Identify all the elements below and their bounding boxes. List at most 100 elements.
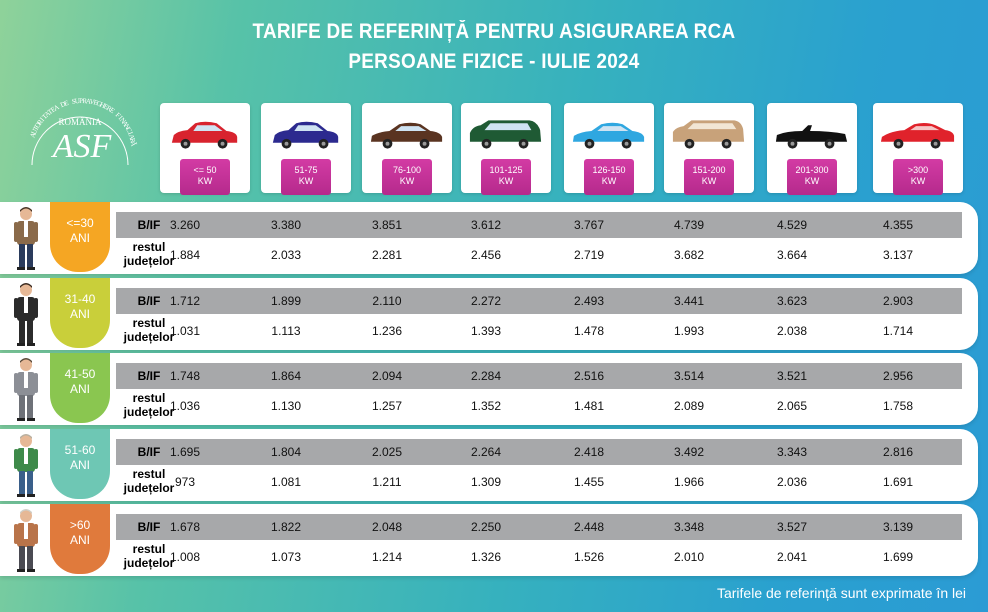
person-icon bbox=[2, 355, 50, 423]
tariff-value-rest: 1.214 bbox=[371, 550, 403, 564]
tariff-value-bif: 2.110 bbox=[372, 294, 402, 308]
tariff-value-rest: 1.352 bbox=[470, 399, 502, 413]
row-label-rest: restul județelor bbox=[123, 316, 175, 344]
svg-text:E: E bbox=[102, 102, 109, 111]
tariff-value-rest: 1.526 bbox=[573, 550, 605, 564]
power-category-label: 126-150 KW bbox=[584, 159, 634, 195]
bif-row-band bbox=[116, 514, 962, 540]
tariff-value-rest: 1.993 bbox=[673, 324, 705, 338]
tariff-value-bif: 2.272 bbox=[470, 294, 502, 308]
power-category-label: 51-75 KW bbox=[281, 159, 331, 195]
tariff-value-rest: 1.036 bbox=[169, 399, 201, 413]
tariff-value-bif: 3.521 bbox=[776, 369, 808, 383]
svg-text:E: E bbox=[63, 99, 69, 108]
tariff-value-rest: 1.699 bbox=[882, 550, 914, 564]
tariff-value-bif: 3.851 bbox=[371, 218, 403, 232]
bif-row-band bbox=[116, 439, 962, 465]
svg-text:S: S bbox=[71, 97, 76, 106]
tariff-value-bif: 3.492 bbox=[673, 445, 705, 459]
tariff-value-rest: 1.211 bbox=[372, 475, 402, 489]
svg-text:I: I bbox=[38, 115, 46, 122]
tariff-value-rest: 1.081 bbox=[270, 475, 302, 489]
tariff-value-bif: 2.284 bbox=[470, 369, 502, 383]
svg-text:T: T bbox=[46, 107, 55, 116]
tariff-value-bif: 1.804 bbox=[270, 445, 302, 459]
tariff-value-bif: 3.343 bbox=[776, 445, 808, 459]
tariff-value-bif: 1.712 bbox=[169, 294, 201, 308]
tariff-value-bif: 2.903 bbox=[882, 294, 914, 308]
tariff-value-rest: 1.031 bbox=[169, 324, 201, 338]
svg-text:ASF: ASF bbox=[51, 128, 113, 165]
power-category-label: 76-100 KW bbox=[382, 159, 432, 195]
tariff-value-rest: 1.257 bbox=[371, 399, 403, 413]
svg-text:E: E bbox=[93, 98, 99, 107]
row-label-rest: restul județelor bbox=[123, 467, 175, 495]
svg-text:A: A bbox=[28, 131, 37, 138]
tariff-value-bif: 1.864 bbox=[270, 369, 302, 383]
tariff-value-rest: 1.455 bbox=[573, 475, 605, 489]
svg-text:R: R bbox=[35, 118, 44, 127]
tariff-value-rest: 1.309 bbox=[470, 475, 502, 489]
age-badge: <=30 ANI bbox=[50, 202, 110, 272]
tariff-value-bif: 3.514 bbox=[673, 369, 705, 383]
svg-text:U: U bbox=[30, 128, 39, 136]
svg-text:A: A bbox=[43, 109, 52, 118]
tariff-value-bif: 4.529 bbox=[776, 218, 808, 232]
tariff-value-bif: 1.695 bbox=[169, 445, 201, 459]
tariff-value-bif: 2.956 bbox=[882, 369, 914, 383]
tariff-value-rest: 1.236 bbox=[371, 324, 403, 338]
tariff-value-rest: 973 bbox=[174, 475, 196, 489]
svg-text:N: N bbox=[118, 116, 127, 125]
tariff-value-rest: 1.073 bbox=[270, 550, 302, 564]
tariff-value-bif: 2.448 bbox=[573, 520, 605, 534]
svg-text:T: T bbox=[32, 124, 41, 132]
tariff-value-bif: 3.612 bbox=[470, 218, 502, 232]
tariff-value-rest: 1.884 bbox=[169, 248, 201, 262]
tariff-value-bif: 4.355 bbox=[882, 218, 914, 232]
tariff-value-bif: 3.767 bbox=[573, 218, 605, 232]
row-label-bif: B/IF bbox=[137, 218, 161, 232]
person-icon bbox=[2, 431, 50, 499]
tariff-value-bif: 1.678 bbox=[169, 520, 201, 534]
tariff-value-rest: 3.682 bbox=[673, 248, 705, 262]
power-category-card: 126-150 KW bbox=[564, 103, 654, 195]
bif-row-band bbox=[116, 288, 962, 314]
footnote: Tarifele de referință sunt exprimate în … bbox=[716, 585, 966, 601]
power-category-label: <= 50 KW bbox=[180, 159, 230, 195]
page-title: TARIFE DE REFERINȚĂ PENTRU ASIGURAREA RC… bbox=[252, 20, 736, 43]
tariff-value-bif: 1.748 bbox=[169, 369, 201, 383]
power-category-card: 151-200 KW bbox=[664, 103, 754, 195]
tariff-value-rest: 1.481 bbox=[573, 399, 605, 413]
tariff-value-rest: 1.113 bbox=[271, 324, 301, 338]
tariff-value-rest: 1.478 bbox=[573, 324, 605, 338]
tariff-value-rest: 2.089 bbox=[673, 399, 705, 413]
svg-text:N: N bbox=[122, 123, 131, 131]
age-group-row: 51-60 ANI B/IF restul județelor 1.695 1.804 2.0… bbox=[0, 429, 978, 501]
tariff-value-rest: 1.326 bbox=[470, 550, 502, 564]
tariff-value-bif: 3.139 bbox=[882, 520, 914, 534]
age-group-row: >60 ANI B/IF restul județelor 1.678 1.822 2.048… bbox=[0, 504, 978, 576]
power-category-card: <= 50 KW bbox=[160, 103, 250, 195]
bif-row-band bbox=[116, 212, 962, 238]
person-icon bbox=[2, 204, 50, 272]
tariff-value-bif: 3.441 bbox=[673, 294, 705, 308]
tariff-value-rest: 2.036 bbox=[776, 475, 808, 489]
tariff-value-bif: 3.348 bbox=[673, 520, 705, 534]
row-label-rest: restul județelor bbox=[123, 240, 175, 268]
svg-text:P: P bbox=[79, 97, 83, 105]
svg-text:A: A bbox=[127, 133, 136, 140]
tariff-value-bif: 1.822 bbox=[270, 520, 302, 534]
tariff-value-rest: 3.664 bbox=[776, 248, 808, 262]
person-icon bbox=[2, 280, 50, 348]
svg-text:T: T bbox=[40, 112, 49, 121]
tariff-value-rest: 1.758 bbox=[882, 399, 914, 413]
svg-text:O: O bbox=[33, 121, 42, 130]
tariff-value-bif: 2.516 bbox=[573, 369, 605, 383]
svg-text:V: V bbox=[89, 98, 96, 107]
tariff-value-rest: 2.033 bbox=[270, 248, 302, 262]
power-category-label: 101-125 KW bbox=[481, 159, 531, 195]
tariff-value-bif: 2.816 bbox=[882, 445, 914, 459]
age-badge: 31-40 ANI bbox=[50, 278, 110, 348]
svg-text:R: R bbox=[82, 97, 87, 105]
